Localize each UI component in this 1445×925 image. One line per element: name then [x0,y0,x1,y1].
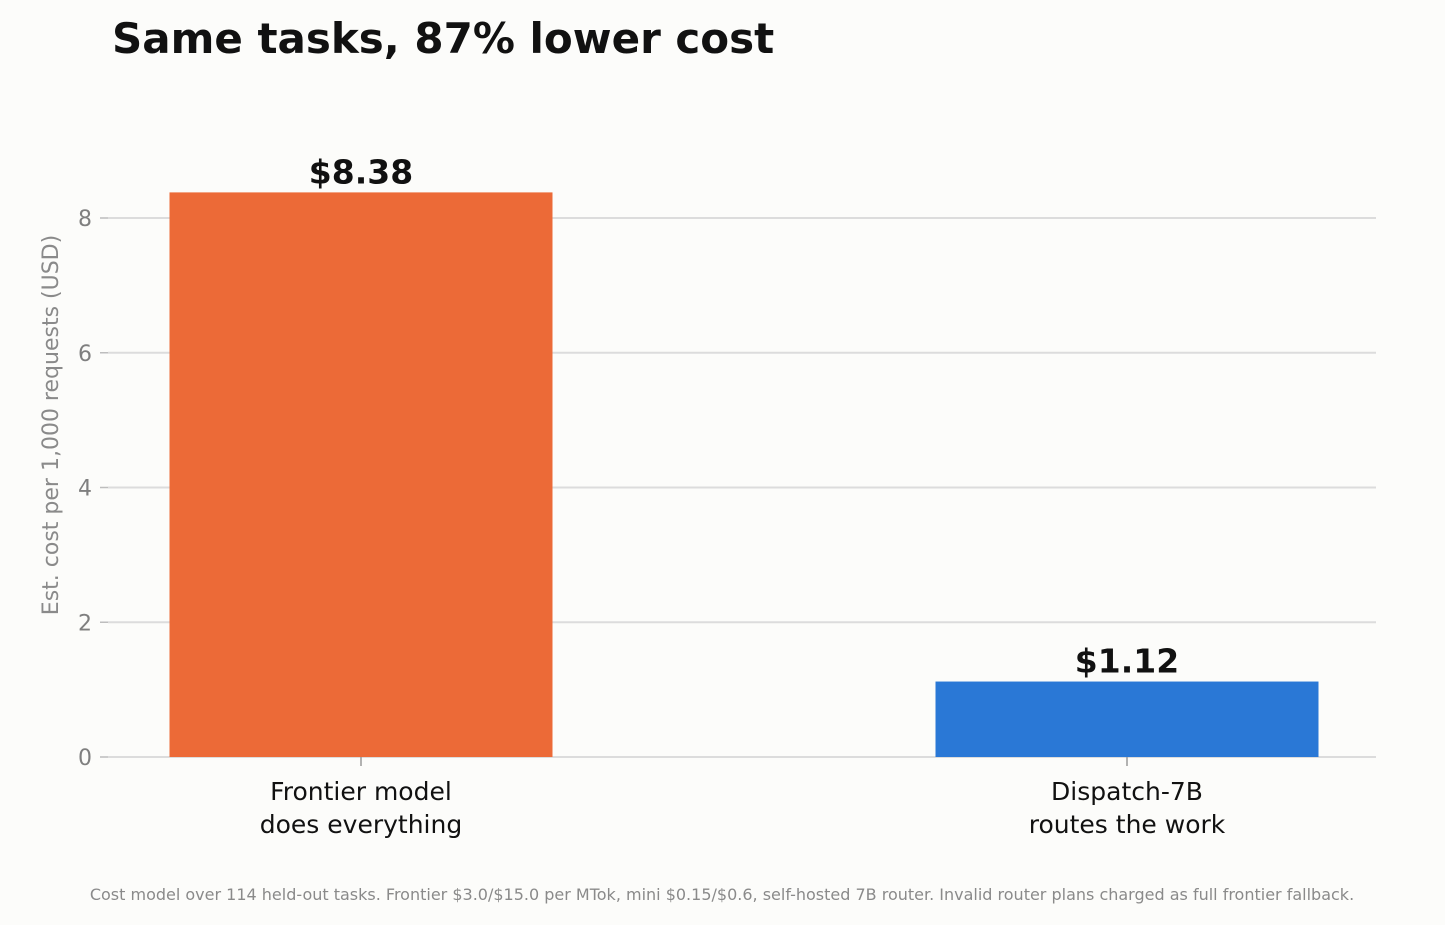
data-labels: $8.38 $1.12 [309,152,1179,680]
y-tick-label: 2 [78,611,92,636]
axes: 0 2 4 6 8 Frontier model does everything Dispat… [78,207,1226,839]
x-tick-label-line: Frontier model [270,777,452,806]
x-tick-label: Frontier model does everything [260,777,462,839]
chart-title: Same tasks, 87% lower cost [112,14,774,63]
x-tick-label-line: does everything [260,810,462,839]
y-tick-label: 6 [78,342,92,367]
bars [169,192,1319,757]
data-label: $8.38 [309,152,413,191]
y-axis-label: Est. cost per 1,000 requests (USD) [39,235,64,615]
y-tick-label: 0 [78,746,92,771]
bar [935,681,1319,757]
bar [169,192,553,757]
data-label: $1.12 [1075,642,1179,681]
x-tick-label-line: routes the work [1029,810,1226,839]
y-tick-label: 8 [78,207,92,232]
x-tick-label-line: Dispatch-7B [1051,777,1203,806]
x-tick-label: Dispatch-7B routes the work [1029,777,1226,839]
y-tick-label: 4 [78,477,92,502]
footnote: Cost model over 114 held-out tasks. Fron… [90,885,1354,904]
